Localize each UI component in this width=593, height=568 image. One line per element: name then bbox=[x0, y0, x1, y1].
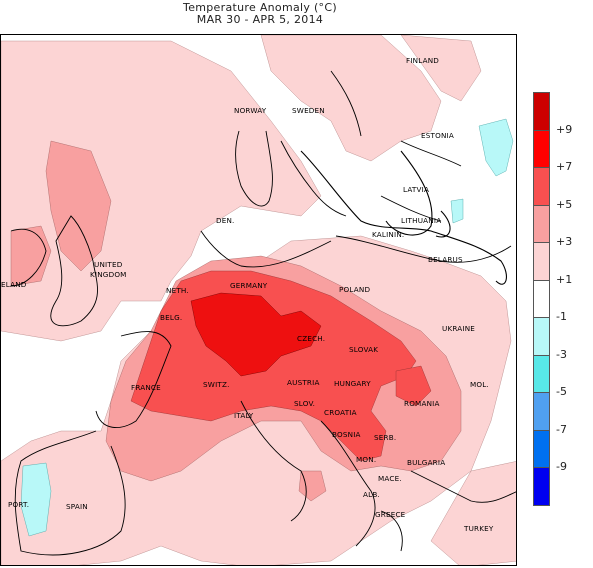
legend-swatch bbox=[533, 279, 550, 318]
label-mol: MOL. bbox=[470, 380, 489, 389]
label-belg: BELG. bbox=[160, 313, 182, 322]
label-bulgaria: BULGARIA bbox=[407, 458, 445, 467]
anomaly-plus7-regions bbox=[190, 292, 322, 377]
legend-swatch bbox=[533, 204, 550, 243]
legend-label: +1 bbox=[556, 272, 573, 286]
label-france: FRANCE bbox=[131, 383, 161, 392]
coastlines bbox=[10, 70, 516, 556]
legend-label: +7 bbox=[556, 160, 573, 173]
label-turkey: TURKEY bbox=[463, 524, 494, 533]
country-labels: FINLAND NORWAY SWEDEN ESTONIA LATVIA LIT… bbox=[1, 56, 494, 533]
legend-swatch bbox=[533, 317, 550, 356]
label-greece: GREECE bbox=[375, 510, 406, 519]
label-latvia: LATVIA bbox=[403, 185, 429, 194]
label-serb: SERB. bbox=[374, 433, 396, 442]
legend-swatch bbox=[533, 392, 550, 431]
label-croatia: CROATIA bbox=[324, 408, 357, 417]
map-title: Temperature Anomaly (°C) MAR 30 - APR 5,… bbox=[0, 2, 520, 26]
label-port: PORT. bbox=[8, 500, 29, 509]
label-bosnia: BOSNIA bbox=[332, 430, 361, 439]
title-line-2: MAR 30 - APR 5, 2014 bbox=[196, 13, 324, 26]
label-finland: FINLAND bbox=[406, 56, 439, 65]
label-italy: ITALY bbox=[234, 411, 254, 420]
label-slov: SLOV. bbox=[294, 399, 315, 408]
legend-label: +5 bbox=[556, 197, 573, 211]
label-mace: MACE. bbox=[378, 474, 402, 483]
title-line-1: Temperature Anomaly (°C) bbox=[183, 1, 337, 14]
legend-label: +9 bbox=[556, 122, 573, 136]
label-neth: NETH. bbox=[166, 286, 189, 295]
legend-label: +3 bbox=[556, 235, 573, 248]
label-czech: CZECH. bbox=[297, 334, 325, 343]
label-poland: POLAND bbox=[339, 285, 370, 294]
label-mon: MON. bbox=[356, 455, 376, 464]
legend-swatch bbox=[533, 429, 550, 468]
label-ukraine: UKRAINE bbox=[442, 324, 475, 333]
isolines bbox=[300, 150, 507, 285]
label-kalinin: KALININ. bbox=[372, 230, 404, 239]
legend-swatch bbox=[533, 467, 550, 506]
label-uk-2: KINGDOM bbox=[90, 270, 127, 279]
label-switz: SWITZ. bbox=[203, 380, 230, 389]
anomaly-map: FINLAND NORWAY SWEDEN ESTONIA LATVIA LIT… bbox=[1, 35, 516, 565]
label-slovak: SLOVAK bbox=[349, 345, 378, 354]
label-austria: AUSTRIA bbox=[287, 378, 320, 387]
label-germany: GERMANY bbox=[230, 281, 268, 290]
label-hungary: HUNGARY bbox=[334, 379, 371, 388]
legend-label: -3 bbox=[556, 347, 567, 361]
legend-swatch bbox=[533, 92, 550, 131]
legend-swatch bbox=[533, 167, 550, 206]
label-lithuania: LITHUANIA bbox=[401, 216, 441, 225]
label-spain: SPAIN bbox=[66, 502, 88, 511]
label-alb: ALB. bbox=[363, 490, 380, 499]
anomaly-minus1-regions bbox=[20, 118, 514, 537]
legend-swatch bbox=[533, 242, 550, 281]
map-panel: FINLAND NORWAY SWEDEN ESTONIA LATVIA LIT… bbox=[0, 34, 517, 566]
label-norway: NORWAY bbox=[234, 106, 267, 115]
label-uk-1: UNITED bbox=[94, 260, 123, 269]
label-ireland: ELAND bbox=[1, 280, 27, 289]
label-estonia: ESTONIA bbox=[421, 131, 454, 140]
legend-label: -9 bbox=[556, 460, 567, 473]
legend-label: -7 bbox=[556, 422, 567, 436]
label-den: DEN. bbox=[216, 216, 235, 225]
legend-swatch bbox=[533, 354, 550, 393]
color-legend: +9 +7 +5 +3 +1 -1 -3 -5 -7 -9 bbox=[533, 92, 593, 507]
label-sweden: SWEDEN bbox=[292, 106, 325, 115]
label-belarus: BELARUS bbox=[428, 255, 463, 264]
label-romania: ROMANIA bbox=[404, 399, 440, 408]
legend-swatch bbox=[533, 129, 550, 168]
legend-label: -5 bbox=[556, 385, 567, 398]
legend-label: -1 bbox=[556, 310, 567, 323]
